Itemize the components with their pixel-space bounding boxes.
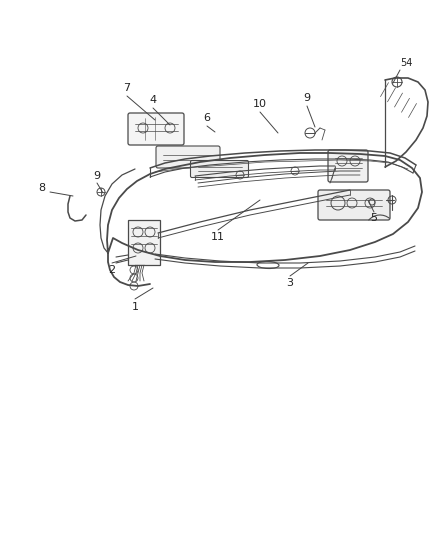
Text: 6: 6 — [204, 113, 211, 123]
FancyBboxPatch shape — [156, 146, 220, 168]
Text: 54: 54 — [400, 58, 412, 68]
Text: 10: 10 — [253, 99, 267, 109]
Text: 9: 9 — [93, 171, 101, 181]
FancyBboxPatch shape — [328, 150, 368, 182]
Text: 9: 9 — [304, 93, 311, 103]
FancyBboxPatch shape — [191, 160, 248, 177]
FancyBboxPatch shape — [128, 113, 184, 145]
Text: 4: 4 — [149, 95, 156, 105]
Text: 3: 3 — [286, 278, 293, 288]
Text: 5: 5 — [371, 213, 378, 223]
Text: 8: 8 — [39, 183, 46, 193]
Text: 1: 1 — [131, 302, 138, 312]
FancyBboxPatch shape — [318, 190, 390, 220]
Bar — [128, 220, 160, 265]
Text: 2: 2 — [109, 265, 116, 275]
Text: 11: 11 — [211, 232, 225, 242]
Text: 7: 7 — [124, 83, 131, 93]
